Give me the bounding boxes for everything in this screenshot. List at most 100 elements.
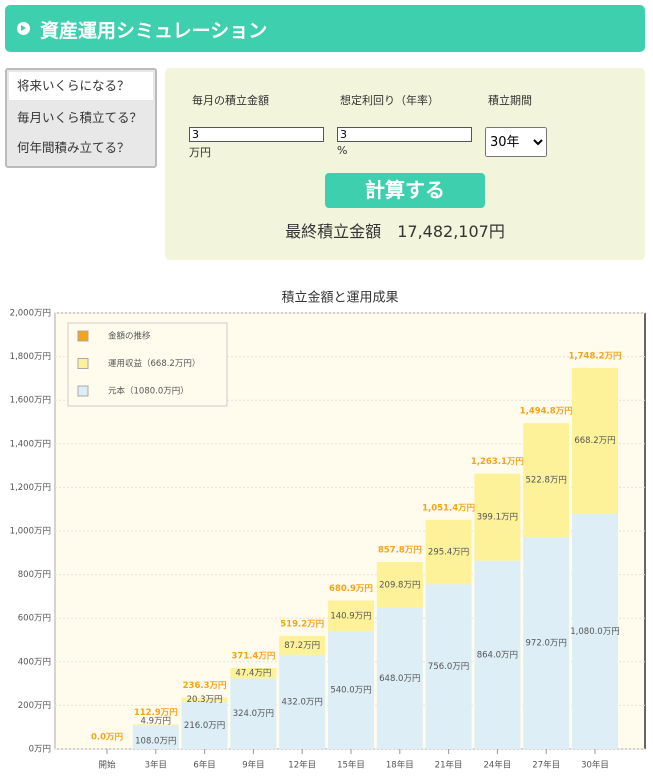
bar-segment bbox=[328, 631, 374, 749]
value-label: 648.0万円 bbox=[379, 674, 420, 684]
result-label: 最終積立金額 bbox=[285, 222, 382, 241]
total-label: 1,494.8万円 bbox=[520, 407, 573, 417]
value-label: 295.4万円 bbox=[428, 547, 469, 557]
tab-list: 将来いくらになる？ 毎月いくら積立てる？ 何年間積み立てる？ bbox=[5, 68, 157, 168]
legend bbox=[67, 322, 228, 407]
legend-label: 金額の推移 bbox=[108, 331, 151, 342]
header-title: 資産運用シミュレーション bbox=[40, 20, 268, 42]
x-tick-label: 12年目 bbox=[288, 760, 316, 771]
chart: 積立金額と運用成果 0万円 200万円 400万円 600万円 800万円 1,000万円… bbox=[10, 290, 646, 771]
value-label: 324.0万円 bbox=[233, 709, 274, 719]
bar-segment bbox=[328, 600, 374, 632]
value-label: 1,080.0万円 bbox=[570, 627, 619, 637]
x-tick-label: 21年目 bbox=[435, 760, 463, 771]
field-label: 毎月の積立金額 bbox=[192, 94, 269, 107]
x-tick-label: 18年目 bbox=[386, 760, 414, 771]
value-label: 140.9万円 bbox=[330, 611, 371, 621]
x-tick-label: 30年目 bbox=[581, 760, 609, 771]
button[interactable]: 計算する bbox=[325, 173, 485, 208]
total-label: 0.0万円 bbox=[91, 733, 123, 743]
value-label: 209.8万円 bbox=[379, 580, 420, 590]
value-label: 432.0万円 bbox=[282, 697, 323, 707]
total-label: 371.4万円 bbox=[231, 652, 275, 662]
y-tick-label: 1,400万円 bbox=[10, 439, 51, 449]
bar-segment bbox=[425, 584, 472, 749]
header: 資産運用シミュレーション bbox=[5, 5, 645, 52]
bar-segment bbox=[279, 654, 326, 749]
y-tick-label: 1,800万円 bbox=[10, 352, 51, 362]
y-tick-label: 200万円 bbox=[18, 701, 51, 711]
value-label: 20.3万円 bbox=[187, 695, 223, 705]
bar-segment bbox=[572, 513, 618, 749]
chart-title: 積立金額と運用成果 bbox=[281, 290, 398, 306]
bar-segment bbox=[132, 725, 179, 749]
result: 最終積立金額 17,482,107円 bbox=[165, 218, 625, 242]
total-label: 112.9万円 bbox=[134, 708, 178, 718]
tab[interactable]: 毎月いくら積立てる？ bbox=[17, 110, 143, 125]
y-tick-label: 2,000万円 bbox=[10, 309, 51, 319]
total-label: 1,748.2万円 bbox=[568, 351, 621, 361]
x-tick-label: 6年目 bbox=[193, 760, 215, 771]
value-label: 756.0万円 bbox=[428, 662, 469, 672]
x-tick-label: 開始 bbox=[98, 760, 116, 771]
total-label: 680.9万円 bbox=[329, 584, 373, 594]
y-tick-label: 1,200万円 bbox=[10, 483, 51, 493]
bar-segment bbox=[230, 668, 277, 679]
bar-segment bbox=[523, 423, 570, 538]
bar-segment bbox=[376, 607, 423, 749]
bar-segment bbox=[230, 678, 277, 749]
x-tick-label: 9年目 bbox=[242, 760, 264, 771]
value-label: 668.2万円 bbox=[574, 436, 615, 446]
text-input[interactable] bbox=[337, 127, 472, 142]
total-label: 519.2万円 bbox=[280, 619, 324, 629]
value-label: 972.0万円 bbox=[526, 639, 567, 649]
value-label: 522.8万円 bbox=[526, 476, 567, 486]
x-tick-label: 24年目 bbox=[483, 760, 511, 771]
unit: 万円 bbox=[189, 146, 211, 159]
value-label: 108.0万円 bbox=[135, 737, 176, 747]
value-label: 47.4万円 bbox=[235, 669, 271, 679]
bar-segment bbox=[376, 561, 423, 608]
legend-label: 元本（1080.0万円） bbox=[108, 386, 189, 397]
legend-swatch bbox=[77, 358, 89, 369]
value-label: 399.1万円 bbox=[477, 513, 518, 523]
tab[interactable]: 何年間積み立てる？ bbox=[17, 140, 130, 155]
y-tick-label: 1,600万円 bbox=[10, 396, 51, 406]
bar-segment bbox=[279, 635, 326, 655]
total-label: 857.8万円 bbox=[378, 545, 422, 555]
select[interactable]: 30年 bbox=[485, 127, 547, 157]
bar-segment bbox=[474, 560, 521, 749]
value-label: 864.0万円 bbox=[477, 650, 518, 660]
bar-segment bbox=[474, 473, 521, 561]
value-label: 540.0万円 bbox=[330, 686, 371, 696]
field-label: 積立期間 bbox=[488, 94, 532, 107]
bar-segment bbox=[523, 537, 570, 749]
y-tick-label: 400万円 bbox=[18, 657, 51, 667]
x-tick-label: 3年目 bbox=[145, 760, 167, 771]
header-icon bbox=[17, 22, 30, 35]
value-label: 216.0万円 bbox=[184, 721, 225, 731]
form-panel: 毎月の積立金額 想定利回り（年率） 積立期間 万円 % 30年 計算する 最終積… bbox=[165, 68, 645, 260]
x-tick-label: 15年目 bbox=[337, 760, 365, 771]
bar-segment bbox=[181, 697, 228, 702]
bar-segment bbox=[132, 724, 179, 726]
bar-segment bbox=[425, 519, 472, 585]
tab[interactable]: 将来いくらになる？ bbox=[9, 72, 153, 100]
legend-label: 運用収益（668.2万円） bbox=[108, 358, 200, 369]
x-tick-label: 27年目 bbox=[532, 760, 560, 771]
y-tick-label: 800万円 bbox=[18, 570, 51, 580]
total-label: 1,051.4万円 bbox=[422, 503, 475, 513]
y-tick-label: 0万円 bbox=[29, 745, 51, 755]
y-tick-label: 600万円 bbox=[18, 614, 51, 624]
bar-segment bbox=[572, 367, 618, 514]
y-tick-label: 1,000万円 bbox=[10, 527, 51, 537]
legend-swatch bbox=[77, 330, 89, 342]
legend-swatch bbox=[77, 385, 89, 397]
bar-segment bbox=[181, 701, 228, 749]
total-label: 236.3万円 bbox=[183, 681, 227, 691]
value-label: 87.2万円 bbox=[284, 641, 320, 651]
text-input[interactable] bbox=[189, 127, 324, 142]
result-value: 17,482,107円 bbox=[397, 222, 505, 241]
unit: % bbox=[337, 144, 348, 157]
